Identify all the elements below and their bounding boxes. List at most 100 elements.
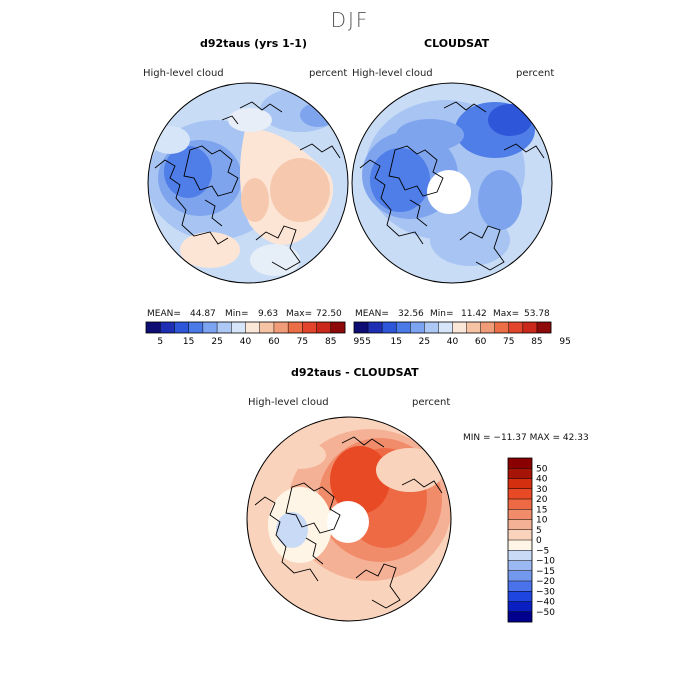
colorbar-tick-label: 60 <box>475 337 487 347</box>
colorbar-cell <box>202 322 218 333</box>
colorbar-tick-label: 40 <box>536 475 548 485</box>
colorbar-cell <box>508 509 532 520</box>
colorbar-cell <box>508 499 532 510</box>
colorbar-cell <box>288 322 303 333</box>
colorbar-tick-label: −10 <box>536 557 555 567</box>
colorbar-tick-label: 10 <box>536 516 548 526</box>
difference-coastlines <box>254 436 443 609</box>
colorbar-cell <box>508 488 532 500</box>
colorbar-cell <box>316 322 332 333</box>
model-coastlines <box>154 101 341 271</box>
colorbar-cell <box>466 322 481 333</box>
colorbar-cell <box>424 322 439 333</box>
colorbar-cell <box>522 322 538 333</box>
colorbar-cell <box>508 540 532 551</box>
colorbar-cell <box>146 322 161 333</box>
colorbar-tick-label: −40 <box>536 598 555 608</box>
colorbar-cell <box>259 322 275 333</box>
colorbar-cell <box>438 322 453 333</box>
colorbar-cell <box>452 322 467 333</box>
panel2-title: CLOUDSAT <box>424 37 490 50</box>
colorbar-tick-label: 85 <box>325 337 336 347</box>
panel1-field-label: High-level cloud <box>143 68 224 79</box>
colorbar-tick-label: 60 <box>268 337 280 347</box>
cloudsat-polar-map <box>352 83 552 283</box>
colorbar-cell <box>382 322 397 333</box>
colorbar-tick-label: 15 <box>536 505 547 515</box>
colorbar-tick-label: 5 <box>365 337 371 347</box>
colorbar-tick-label: 30 <box>536 485 548 495</box>
colorbar-tick-label: 75 <box>503 337 514 347</box>
difference-polar-map <box>247 417 451 621</box>
colorbar-tick-label: 20 <box>536 495 548 505</box>
panel2-mean-label: MEAN= <box>355 309 389 319</box>
colorbar-cell <box>508 478 532 490</box>
colorbar-tick-label: 40 <box>240 337 252 347</box>
panel2-max-label: Max= <box>493 309 520 319</box>
difference-map-border <box>246 416 452 622</box>
colorbar-tick-label: 15 <box>183 337 194 347</box>
colorbar-tick-label: 5 <box>157 337 163 347</box>
panel2-min-value: 11.42 <box>461 309 487 319</box>
colorbar-tick-label: 95 <box>559 337 570 347</box>
colorbar-tick-label: 25 <box>211 337 222 347</box>
colorbar-cell <box>508 560 532 572</box>
panel2-min-label: Min= <box>430 309 454 319</box>
colorbar-cell <box>480 322 496 333</box>
panel1-mean-label: MEAN= <box>147 309 181 319</box>
colorbar-cell <box>354 322 369 333</box>
colorbar-cell <box>508 601 532 613</box>
colorbar-cell <box>160 322 175 333</box>
colorbar-tick-label: 50 <box>536 464 548 474</box>
colorbar-cell <box>174 322 189 333</box>
colorbar-cell <box>302 322 317 333</box>
panel2-mean-value: 32.56 <box>398 309 424 319</box>
colorbar-cell <box>494 322 510 333</box>
colorbar-cell <box>330 322 346 333</box>
panel1-min-value: 9.63 <box>258 309 279 319</box>
colorbar-cell <box>217 322 232 333</box>
colorbar-cell <box>231 322 246 333</box>
panel3-units: percent <box>412 397 451 408</box>
cloudsat-coastlines <box>359 101 545 271</box>
figure-title: DJF <box>330 8 370 32</box>
colorbar-tick-label: −5 <box>536 546 549 556</box>
colorbar-cell <box>508 458 532 469</box>
colorbar-cell <box>368 322 383 333</box>
panel1-title: d92taus (yrs 1-1) <box>200 37 307 50</box>
colorbar-cell <box>508 550 532 561</box>
colorbar-tick-label: 95 <box>353 337 364 347</box>
colorbar-tick-label: −30 <box>536 587 555 597</box>
colorbar-cell <box>536 322 552 333</box>
colorbar-tick-label: 25 <box>419 337 430 347</box>
panel1-min-label: Min= <box>225 309 249 319</box>
panel2-units: percent <box>516 68 555 79</box>
colorbar-cell <box>245 322 261 333</box>
panel1-mean-value: 44.87 <box>190 309 216 319</box>
colorbar-cell <box>508 591 532 602</box>
panel2-max-value: 53.78 <box>524 309 550 319</box>
colorbar-cell <box>508 570 532 582</box>
colorbar-tick-label: 5 <box>536 526 542 536</box>
panel2-field-label: High-level cloud <box>352 68 433 79</box>
colorbar-cell <box>410 322 425 333</box>
cloudsat-colorbar: 5 15 25 40 60 75 85 95 <box>353 321 571 347</box>
panel3-field-label: High-level cloud <box>248 397 329 408</box>
colorbar-tick-label: 85 <box>531 337 542 347</box>
colorbar-tick-label: −20 <box>536 577 555 587</box>
colorbar-cell <box>273 322 289 333</box>
colorbar-cell <box>508 529 532 541</box>
colorbar-cell <box>396 322 411 333</box>
colorbar-tick-label: 15 <box>390 337 401 347</box>
colorbar-cell <box>508 581 532 592</box>
model-map-border <box>147 82 349 284</box>
colorbar-tick-label: −50 <box>536 608 555 618</box>
model-colorbar: 5 15 25 40 60 75 85 95 <box>145 321 365 347</box>
model-polar-map <box>148 83 348 283</box>
colorbar-tick-label: −15 <box>536 567 555 577</box>
colorbar-cell <box>188 322 204 333</box>
panel1-max-value: 72.50 <box>316 309 342 319</box>
